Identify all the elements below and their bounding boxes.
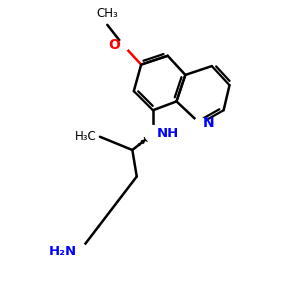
Circle shape	[194, 118, 206, 129]
Text: O: O	[109, 38, 121, 52]
Text: CH₃: CH₃	[96, 8, 118, 20]
Text: H₃C: H₃C	[75, 130, 97, 143]
Text: N: N	[203, 116, 214, 130]
Text: H₂N: H₂N	[48, 245, 76, 258]
Circle shape	[71, 243, 88, 260]
Text: NH: NH	[157, 127, 179, 140]
Circle shape	[118, 40, 129, 51]
Circle shape	[145, 126, 161, 142]
